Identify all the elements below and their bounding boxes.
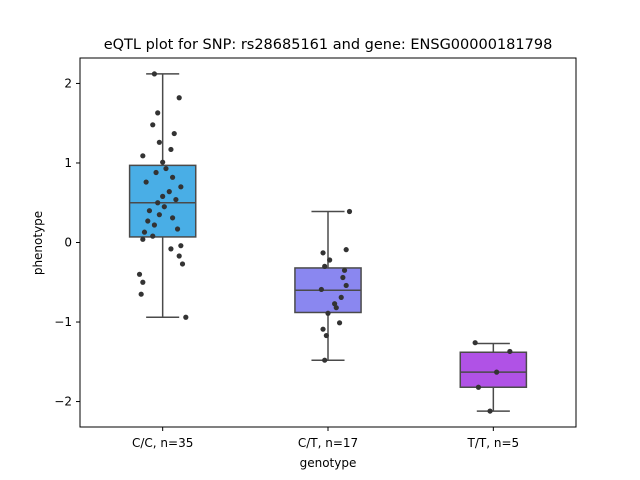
data-point [168, 146, 174, 153]
data-point [176, 253, 182, 259]
data-point [332, 301, 338, 307]
data-point [151, 222, 157, 228]
data-point [140, 236, 146, 242]
data-point [156, 212, 162, 218]
x-tick-label: C/T, n=17 [298, 436, 358, 450]
y-tick-label: 1 [64, 156, 72, 170]
data-point [338, 294, 344, 300]
data-point [179, 261, 186, 267]
data-point [160, 193, 166, 199]
data-point [150, 122, 156, 128]
y-tick-label: 2 [64, 76, 72, 90]
data-point [166, 189, 172, 195]
data-point [138, 291, 144, 297]
data-point [487, 408, 493, 414]
data-point [145, 218, 151, 224]
data-point [150, 233, 156, 239]
data-point [169, 215, 176, 221]
data-point [325, 310, 331, 316]
data-point [183, 314, 189, 320]
data-point [178, 243, 184, 249]
data-point [160, 159, 166, 165]
data-point [156, 139, 162, 145]
data-point [323, 332, 329, 339]
data-point [146, 208, 153, 214]
data-point [136, 271, 143, 277]
data-point [155, 200, 161, 206]
data-point [140, 153, 146, 159]
data-point [151, 71, 157, 77]
data-point [475, 384, 482, 390]
data-point [168, 246, 174, 252]
x-tick-label: C/C, n=35 [132, 436, 193, 450]
data-point [163, 165, 169, 172]
data-point [507, 348, 513, 355]
data-point [341, 267, 348, 273]
x-axis-title: genotype [300, 456, 357, 470]
x-tick-label: T/T, n=5 [467, 436, 520, 450]
box-1 [128, 164, 197, 238]
data-point [173, 196, 179, 203]
data-point [169, 174, 176, 180]
data-point [174, 226, 181, 232]
data-point [155, 110, 161, 116]
data-point [161, 204, 167, 210]
data-point [327, 257, 333, 263]
y-tick-label: 0 [64, 236, 72, 250]
data-point [140, 279, 146, 285]
data-point [141, 229, 148, 235]
data-point [178, 184, 184, 190]
data-point [322, 357, 328, 363]
data-point [343, 247, 349, 253]
data-point [472, 340, 478, 346]
data-point [333, 305, 339, 311]
data-point [322, 263, 328, 269]
y-tick-label: −2 [54, 395, 72, 409]
y-axis-title: phenotype [31, 211, 45, 275]
data-point [320, 250, 326, 256]
data-point [343, 282, 349, 289]
data-point [143, 179, 149, 185]
data-point [320, 326, 326, 332]
data-point [176, 95, 182, 101]
box-3 [459, 351, 528, 388]
data-point [336, 320, 343, 326]
data-point [494, 369, 500, 375]
data-point [171, 130, 177, 137]
data-point [318, 286, 324, 293]
data-point [346, 208, 353, 215]
data-point [153, 169, 159, 176]
chart-title: eQTL plot for SNP: rs28685161 and gene: … [104, 37, 553, 53]
data-point [340, 274, 346, 281]
y-tick-label: −1 [54, 315, 72, 329]
